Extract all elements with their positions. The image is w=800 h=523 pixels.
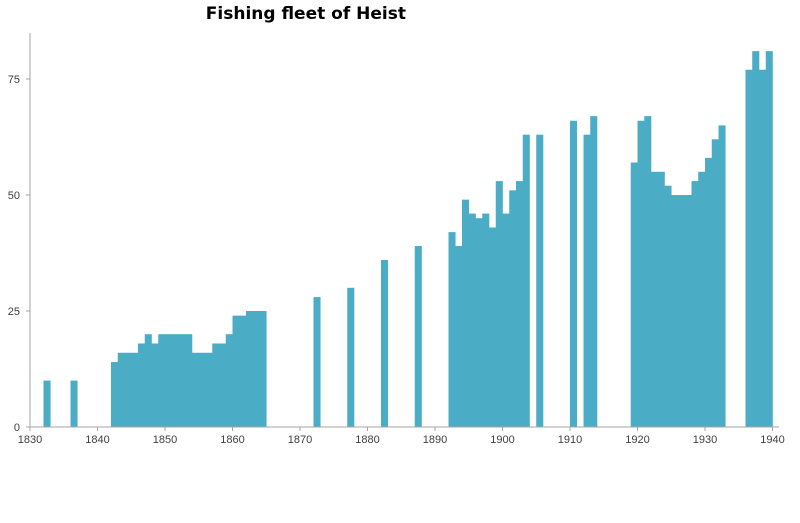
bar-1931 (711, 139, 719, 427)
chart-title: Fishing fleet of Heist (205, 4, 406, 24)
bar-1905 (536, 134, 544, 427)
x-tick-label: 1870 (288, 434, 312, 446)
bar-1900 (502, 213, 510, 427)
bar-1897 (482, 213, 490, 427)
bar-1928 (691, 181, 699, 427)
bar-1872 (313, 297, 321, 427)
x-tick-label: 1910 (558, 434, 582, 446)
bar-1861 (239, 315, 247, 427)
bar-1845 (131, 352, 139, 427)
bar-1860 (232, 315, 240, 427)
bar-1877 (347, 287, 355, 427)
bar-1925 (671, 195, 679, 427)
bars-group (43, 51, 773, 428)
bar-1892 (448, 232, 456, 427)
bar-1849 (158, 334, 166, 427)
x-tick-label: 1900 (490, 434, 514, 446)
bar-1919 (630, 162, 638, 427)
bar-1913 (590, 116, 598, 428)
bar-1862 (246, 311, 254, 427)
bar-1836 (70, 380, 78, 427)
bar-1936 (745, 69, 753, 427)
bar-1846 (138, 343, 146, 427)
bar-1895 (468, 213, 476, 427)
bar-1932 (718, 125, 726, 428)
y-tick-label: 50 (8, 190, 20, 202)
bar-1939 (765, 51, 773, 427)
bar-1938 (759, 69, 767, 427)
bar-1854 (192, 352, 200, 427)
bar-1851 (171, 334, 179, 427)
bar-1912 (583, 134, 591, 427)
bar-1848 (151, 343, 159, 427)
bar-1856 (205, 352, 213, 427)
bar-1858 (219, 343, 227, 427)
bar-1901 (509, 190, 517, 427)
x-axis-ticks: 1830 1840 1850 1860 1870 1880 1890 1900 1910 1920… (18, 427, 785, 446)
bar-1903 (522, 134, 530, 427)
bar-1847 (144, 334, 152, 427)
bar-1927 (684, 195, 692, 427)
x-tick-label: 1930 (693, 434, 717, 446)
bar-1864 (259, 311, 267, 427)
bar-1898 (489, 227, 497, 427)
bar-1929 (698, 171, 706, 427)
bar-1832 (43, 380, 51, 427)
bar-1887 (414, 246, 422, 427)
bar-1863 (252, 311, 260, 427)
bar-1896 (475, 218, 483, 427)
bar-1923 (657, 171, 665, 427)
bar-1893 (455, 246, 463, 427)
bar-1902 (516, 181, 524, 427)
bar-1924 (664, 185, 672, 427)
bar-1844 (124, 352, 132, 427)
bar-1882 (381, 259, 389, 427)
x-tick-label: 1920 (625, 434, 649, 446)
bar-1843 (117, 352, 125, 427)
y-axis-ticks: 0 25 50 75 (8, 74, 30, 434)
bar-1855 (198, 352, 206, 427)
bar-1859 (225, 334, 233, 427)
bar-1857 (212, 343, 220, 427)
bar-1894 (462, 199, 470, 427)
bar-1853 (185, 334, 193, 427)
x-tick-label: 1860 (220, 434, 244, 446)
x-tick-label: 1830 (18, 434, 42, 446)
bar-1842 (111, 362, 119, 427)
bar-1926 (678, 195, 686, 427)
x-tick-label: 1840 (85, 434, 109, 446)
x-tick-label: 1940 (760, 434, 784, 446)
y-tick-label: 0 (14, 422, 20, 434)
bar-1850 (165, 334, 173, 427)
x-tick-label: 1880 (355, 434, 379, 446)
bar-1930 (705, 157, 713, 427)
bar-1852 (178, 334, 186, 427)
y-tick-label: 25 (8, 306, 20, 318)
x-tick-label: 1850 (153, 434, 177, 446)
x-tick-label: 1890 (423, 434, 447, 446)
bar-1922 (651, 171, 659, 427)
bar-1899 (495, 181, 503, 427)
bar-1937 (752, 51, 760, 427)
bar-1910 (570, 120, 578, 427)
bar-1920 (637, 120, 645, 427)
bar-1921 (644, 116, 652, 428)
y-tick-label: 75 (8, 74, 20, 86)
